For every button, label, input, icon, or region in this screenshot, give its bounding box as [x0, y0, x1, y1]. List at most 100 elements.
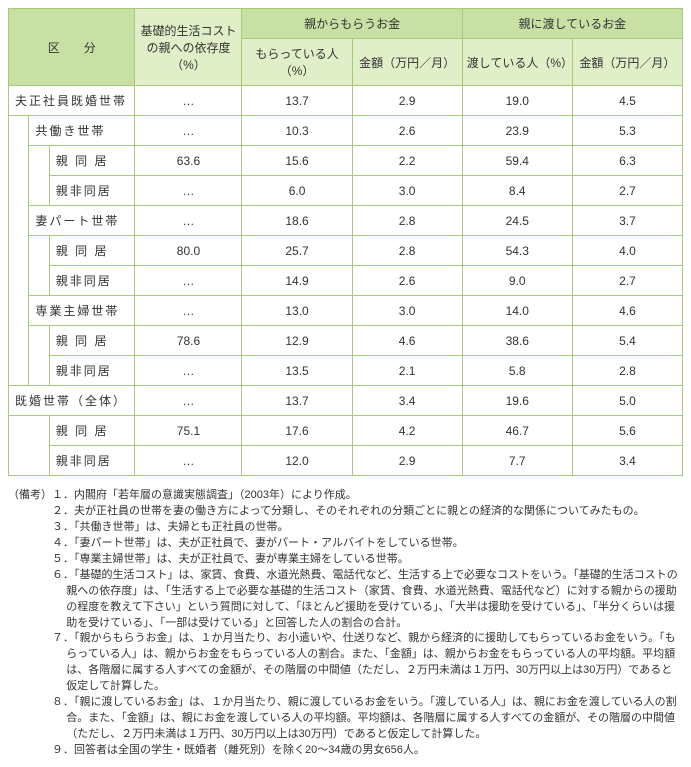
- cell: 6.3: [572, 146, 682, 176]
- cell: 4.6: [572, 296, 682, 326]
- cell: 13.7: [242, 86, 352, 116]
- cell: 75.1: [135, 416, 242, 446]
- indent-spacer: [29, 326, 49, 386]
- cell: …: [135, 446, 242, 476]
- cell: 2.6: [352, 266, 462, 296]
- row-label: 親 同 居: [49, 416, 135, 446]
- cell: 4.0: [572, 236, 682, 266]
- notes-block: （備考） １．内閣府「若年層の意識実態調査」（2003年）により作成。 ２．夫が…: [8, 488, 683, 759]
- table-row: 親 同 居 63.6 15.6 2.2 59.4 6.3: [9, 146, 683, 176]
- row-label: 親 同 居: [49, 236, 135, 266]
- cell: 2.9: [352, 446, 462, 476]
- cell: …: [135, 206, 242, 236]
- table-row: 親非同居 … 6.0 3.0 8.4 2.7: [9, 176, 683, 206]
- row-label: 親非同居: [49, 266, 135, 296]
- cell: …: [135, 386, 242, 416]
- cell: 5.0: [572, 386, 682, 416]
- cell: 63.6: [135, 146, 242, 176]
- cell: 19.6: [462, 386, 572, 416]
- cell: 3.0: [352, 176, 462, 206]
- header-give-pct: 渡している人（%）: [462, 39, 572, 86]
- cell: 2.9: [352, 86, 462, 116]
- cell: 2.8: [352, 236, 462, 266]
- note-line: ５．「専業主婦世帯」は、夫が正社員で、妻が専業主婦をしている世帯。: [52, 552, 683, 568]
- indent-spacer: [29, 146, 49, 206]
- row-label: 専業主婦世帯: [29, 296, 135, 326]
- table-row: 夫正社員既婚世帯 … 13.7 2.9 19.0 4.5: [9, 86, 683, 116]
- table-row: 親 同 居 80.0 25.7 2.8 54.3 4.0: [9, 236, 683, 266]
- header-give-amt: 金額（万円／月）: [572, 39, 682, 86]
- indent-spacer: [9, 416, 50, 476]
- cell: 3.7: [572, 206, 682, 236]
- cell: 2.6: [352, 116, 462, 146]
- cell: 2.1: [352, 356, 462, 386]
- row-label: 親非同居: [49, 356, 135, 386]
- row-label: 夫正社員既婚世帯: [9, 86, 135, 116]
- cell: 18.6: [242, 206, 352, 236]
- cell: 59.4: [462, 146, 572, 176]
- cell: 54.3: [462, 236, 572, 266]
- cell: 3.4: [572, 446, 682, 476]
- note-line: ７．「親からもらうお金」は、１か月当たり、お小遣いや、仕送りなど、親から経済的に…: [52, 631, 683, 695]
- cell: 8.4: [462, 176, 572, 206]
- data-table: 区 分 基礎的生活コストの親への依存度（%） 親からもらうお金 親に渡しているお…: [8, 8, 683, 476]
- cell: 2.8: [572, 356, 682, 386]
- cell: 4.2: [352, 416, 462, 446]
- table-row: 妻パート世帯 … 18.6 2.8 24.5 3.7: [9, 206, 683, 236]
- cell: 78.6: [135, 326, 242, 356]
- cell: 12.9: [242, 326, 352, 356]
- cell: …: [135, 266, 242, 296]
- cell: 4.6: [352, 326, 462, 356]
- cell: 19.0: [462, 86, 572, 116]
- cell: 10.3: [242, 116, 352, 146]
- cell: 23.9: [462, 116, 572, 146]
- header-receive-amt: 金額（万円／月）: [352, 39, 462, 86]
- header-give-group: 親に渡しているお金: [462, 9, 682, 39]
- cell: 80.0: [135, 236, 242, 266]
- row-label: 妻パート世帯: [29, 206, 135, 236]
- note-line: ３．「共働き世帯」は、夫婦とも正社員の世帯。: [52, 520, 683, 536]
- row-label: 親非同居: [49, 176, 135, 206]
- cell: 12.0: [242, 446, 352, 476]
- cell: …: [135, 356, 242, 386]
- cell: …: [135, 116, 242, 146]
- cell: 24.5: [462, 206, 572, 236]
- row-label: 親 同 居: [49, 326, 135, 356]
- row-label: 既婚世帯（全体）: [9, 386, 135, 416]
- cell: 6.0: [242, 176, 352, 206]
- cell: 9.0: [462, 266, 572, 296]
- cell: 2.2: [352, 146, 462, 176]
- cell: 5.8: [462, 356, 572, 386]
- cell: 15.6: [242, 146, 352, 176]
- indent-spacer: [29, 236, 49, 296]
- table-row: 親 同 居 75.1 17.6 4.2 46.7 5.6: [9, 416, 683, 446]
- note-line: １．内閣府「若年層の意識実態調査」（2003年）により作成。: [52, 488, 683, 504]
- table-row: 共働き世帯 … 10.3 2.6 23.9 5.3: [9, 116, 683, 146]
- note-line: ６．「基礎的生活コスト」は、家賃、食費、水道光熱費、電話代など、生活する上で必要…: [52, 568, 683, 632]
- cell: 2.8: [352, 206, 462, 236]
- table-row: 親非同居 … 12.0 2.9 7.7 3.4: [9, 446, 683, 476]
- cell: 14.0: [462, 296, 572, 326]
- cell: 13.5: [242, 356, 352, 386]
- cell: …: [135, 86, 242, 116]
- note-line: ２．夫が正社員の世帯を妻の働き方によって分類し、そのそれぞれの分類ごとに親との経…: [52, 504, 683, 520]
- row-label: 親 同 居: [49, 146, 135, 176]
- note-line: ８．「親に渡しているお金」は、１か月当たり、親に渡しているお金をいう。「渡してい…: [52, 695, 683, 743]
- header-dependency: 基礎的生活コストの親への依存度（%）: [135, 9, 242, 86]
- note-line: ９．回答者は全国の学生・既婚者（離死別）を除く20～34歳の男女656人。: [52, 743, 683, 759]
- cell: 2.7: [572, 266, 682, 296]
- cell: 3.0: [352, 296, 462, 326]
- table-row: 親非同居 … 14.9 2.6 9.0 2.7: [9, 266, 683, 296]
- cell: …: [135, 296, 242, 326]
- row-label: 共働き世帯: [29, 116, 135, 146]
- cell: 13.0: [242, 296, 352, 326]
- header-receive-group: 親からもらうお金: [242, 9, 462, 39]
- cell: 17.6: [242, 416, 352, 446]
- cell: 14.9: [242, 266, 352, 296]
- cell: 13.7: [242, 386, 352, 416]
- cell: 2.7: [572, 176, 682, 206]
- cell: 7.7: [462, 446, 572, 476]
- notes-body: １．内閣府「若年層の意識実態調査」（2003年）により作成。 ２．夫が正社員の世…: [52, 488, 683, 759]
- cell: 25.7: [242, 236, 352, 266]
- row-label: 親非同居: [49, 446, 135, 476]
